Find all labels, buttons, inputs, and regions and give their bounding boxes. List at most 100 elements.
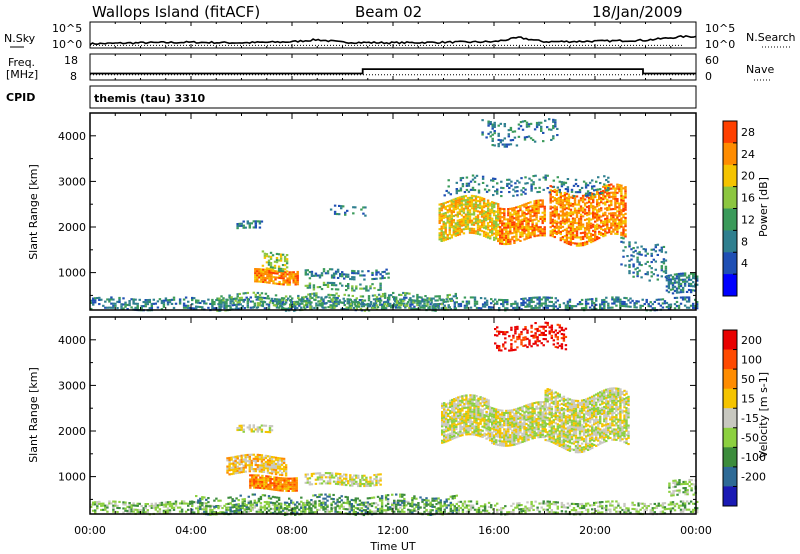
scatter-cell bbox=[588, 298, 592, 301]
scatter-cell bbox=[251, 478, 254, 481]
scatter-cell bbox=[689, 272, 693, 275]
scatter-cell bbox=[464, 201, 468, 204]
scatter-cell bbox=[497, 209, 500, 212]
scatter-cell bbox=[261, 487, 264, 490]
scatter-cell bbox=[468, 211, 472, 214]
scatter-cell bbox=[146, 301, 150, 304]
scatter-cell bbox=[579, 215, 583, 218]
scatter-cell bbox=[370, 510, 374, 513]
scatter-cell bbox=[293, 305, 296, 308]
scatter-cell bbox=[253, 302, 257, 305]
scatter-cell bbox=[549, 201, 552, 204]
scatter-cell bbox=[126, 303, 129, 306]
scatter-cell bbox=[259, 482, 262, 485]
scatter-cell bbox=[475, 508, 479, 511]
scatter-cell bbox=[209, 508, 212, 511]
scatter-cell bbox=[482, 230, 486, 233]
scatter-cell bbox=[275, 306, 279, 309]
scatter-cell bbox=[679, 291, 683, 294]
scatter-cell bbox=[566, 186, 570, 189]
scatter-cell bbox=[333, 306, 336, 309]
scatter-cell bbox=[587, 211, 591, 214]
scatter-cell bbox=[287, 307, 290, 310]
scatter-cell bbox=[660, 275, 664, 278]
scatter-cell bbox=[365, 285, 368, 288]
scatter-cell bbox=[659, 298, 663, 301]
scatter-cell bbox=[402, 291, 405, 294]
scatter-cell bbox=[233, 303, 236, 306]
scatter-cell bbox=[638, 263, 641, 266]
scatter-cell bbox=[275, 496, 279, 499]
scatter-cell bbox=[583, 243, 587, 246]
scatter-cell bbox=[557, 213, 561, 216]
scatter-cell bbox=[576, 185, 580, 188]
scatter-cell bbox=[560, 501, 564, 504]
scatter-cell bbox=[213, 511, 216, 514]
scatter-cell bbox=[251, 476, 254, 479]
scatter-cell bbox=[411, 505, 414, 508]
scatter-cell bbox=[447, 304, 450, 307]
scatter-cell bbox=[140, 305, 143, 308]
scatter-cell bbox=[269, 255, 273, 258]
scatter-cell bbox=[529, 211, 532, 214]
scatter-cell bbox=[610, 226, 613, 229]
scatter-cell bbox=[610, 208, 613, 211]
scatter-cell bbox=[573, 197, 577, 200]
scatter-cell bbox=[413, 509, 416, 512]
scatter-cell bbox=[463, 304, 467, 307]
scatter-cell bbox=[429, 303, 432, 306]
scatter-cell bbox=[261, 250, 265, 253]
scatter-cell bbox=[481, 131, 484, 134]
scatter-cell bbox=[272, 272, 275, 275]
scatter-cell bbox=[624, 194, 627, 197]
scatter-cell bbox=[322, 283, 326, 286]
scatter-cell bbox=[592, 195, 595, 198]
scatter-cell bbox=[624, 208, 627, 211]
scatter-cell bbox=[578, 507, 582, 510]
scatter-cell bbox=[283, 503, 287, 506]
scatter-cell bbox=[615, 510, 618, 513]
scatter-cell bbox=[527, 123, 531, 126]
scatter-cell bbox=[324, 272, 328, 275]
scatter-cell bbox=[622, 214, 625, 217]
scatter-cell bbox=[612, 187, 615, 190]
scatter-cell bbox=[582, 307, 586, 310]
scatter-cell bbox=[294, 277, 297, 280]
scatter-cell bbox=[598, 210, 601, 213]
scatter-cell bbox=[509, 207, 512, 210]
scatter-cell bbox=[458, 210, 462, 213]
scatter-cell bbox=[527, 236, 530, 239]
colorbar-tick-label: 28 bbox=[741, 126, 755, 139]
scatter-cell bbox=[439, 499, 442, 502]
scatter-cell bbox=[234, 299, 237, 302]
scatter-cell bbox=[130, 504, 133, 507]
scatter-cell bbox=[452, 221, 456, 224]
scatter-cell bbox=[384, 496, 388, 499]
scatter-cell bbox=[489, 225, 492, 228]
scatter-cell bbox=[586, 508, 590, 511]
scatter-cell bbox=[679, 504, 683, 507]
scatter-cell bbox=[495, 229, 498, 232]
scatter-cell bbox=[575, 228, 579, 231]
scatter-cell bbox=[506, 303, 509, 306]
scatter-cell bbox=[621, 302, 624, 305]
scatter-cell bbox=[535, 226, 538, 229]
scatter-cell bbox=[448, 237, 452, 240]
scatter-cell bbox=[227, 506, 230, 509]
scatter-cell bbox=[124, 509, 127, 512]
scatter-cell bbox=[559, 220, 563, 223]
scatter-cell bbox=[362, 212, 365, 215]
cpid-text: themis (tau) 3310 bbox=[94, 92, 206, 105]
scatter-cell bbox=[568, 298, 572, 301]
scatter-cell bbox=[515, 218, 518, 221]
scatter-cell bbox=[577, 226, 581, 229]
scatter-cell bbox=[460, 214, 464, 217]
scatter-cell bbox=[632, 255, 635, 258]
scatter-cell bbox=[399, 506, 402, 509]
scatter-cell bbox=[310, 499, 313, 502]
scatter-cell bbox=[266, 275, 269, 278]
scatter-cell bbox=[556, 176, 560, 179]
scatter-cell bbox=[264, 270, 267, 273]
scatter-cell bbox=[639, 508, 642, 511]
scatter-cell bbox=[624, 212, 627, 215]
